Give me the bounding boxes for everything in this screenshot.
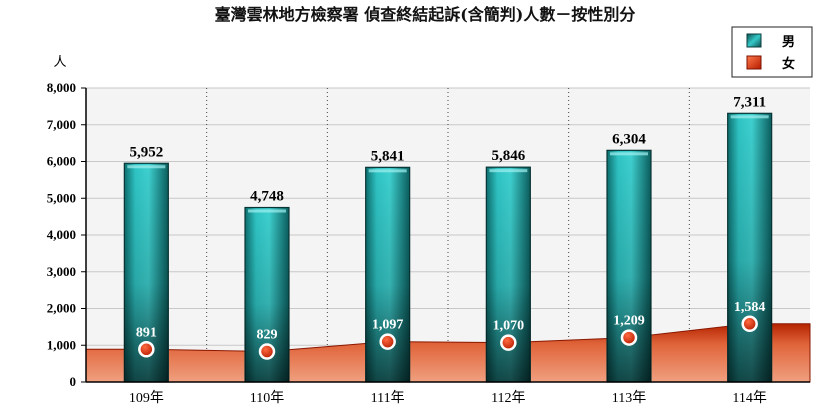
y-tick-label: 7,000 xyxy=(47,117,76,132)
female-value-label: 1,097 xyxy=(372,318,404,333)
male-value-label: 7,311 xyxy=(733,94,766,110)
y-tick-label: 0 xyxy=(70,374,77,389)
x-tick-label: 113年 xyxy=(612,390,646,406)
male-bar-highlight xyxy=(248,209,286,213)
female-point xyxy=(258,343,276,360)
female-value-label: 1,070 xyxy=(493,319,525,334)
y-tick-label: 8,000 xyxy=(47,80,76,95)
x-tick-label: 109年 xyxy=(129,390,164,406)
female-point xyxy=(500,334,517,351)
male-bar-shade xyxy=(607,150,651,382)
male-bar-highlight xyxy=(368,169,407,173)
female-value-label: 1,584 xyxy=(734,300,766,315)
x-tick-label: 112年 xyxy=(491,390,525,406)
male-value-label: 5,841 xyxy=(371,148,405,164)
male-bar-highlight xyxy=(489,169,528,173)
y-tick-label: 3,000 xyxy=(47,264,76,279)
y-tick-label: 5,000 xyxy=(47,190,76,205)
male-bar-highlight xyxy=(730,115,769,119)
y-tick-label: 4,000 xyxy=(47,227,76,242)
male-value-label: 5,952 xyxy=(129,144,163,160)
legend: 男 女 xyxy=(731,26,813,78)
female-point xyxy=(138,341,155,358)
y-tick-label: 1,000 xyxy=(47,337,76,352)
female-value-label: 891 xyxy=(136,325,157,340)
x-tick-label: 110年 xyxy=(250,390,284,406)
y-tick-label: 2,000 xyxy=(47,301,76,316)
legend-swatch-female xyxy=(746,55,762,70)
x-tick-label: 111年 xyxy=(371,390,405,406)
legend-box xyxy=(731,26,813,78)
axes: 0 1,000 2,000 3,000 4,000 5,000 6,000 7,000 8,00… xyxy=(47,80,810,406)
male-bar-highlight xyxy=(610,152,648,156)
y-axis-label: 人 xyxy=(53,55,66,70)
legend-label-female: 女 xyxy=(782,56,795,72)
x-tick-label: 114年 xyxy=(732,390,766,406)
female-value-label: 829 xyxy=(257,328,278,343)
male-bar-highlight xyxy=(127,165,166,169)
y-tick-label: 6,000 xyxy=(47,154,76,169)
chart-title: 臺灣雲林地方檢察署 偵查終結起訴(含簡判)人數－按性別分 xyxy=(215,5,636,24)
male-value-label: 6,304 xyxy=(612,131,646,147)
female-point xyxy=(741,315,758,333)
male-bar-shade xyxy=(727,113,772,383)
male-value-label: 4,748 xyxy=(250,189,284,205)
female-point xyxy=(620,329,638,346)
data-labels: 5,952 4,748 5,841 5,846 6,304 7,311 891 829 1,09… xyxy=(129,94,766,360)
legend-swatch-male xyxy=(746,33,762,48)
grid xyxy=(86,87,810,382)
female-value-label: 1,209 xyxy=(613,314,645,329)
female-point xyxy=(379,333,396,350)
male-value-label: 5,846 xyxy=(491,148,525,164)
legend-label-male: 男 xyxy=(782,35,795,50)
